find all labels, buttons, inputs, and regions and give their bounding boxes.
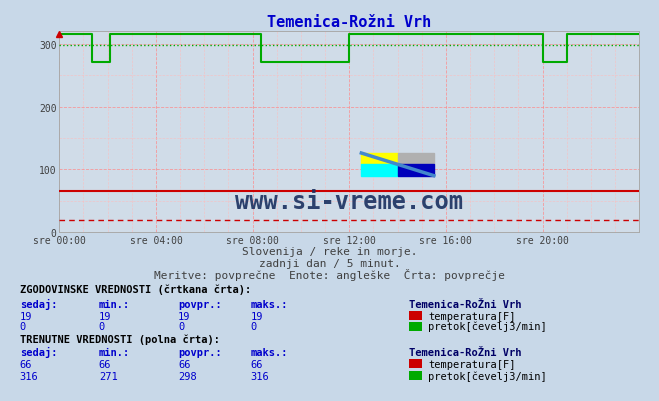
- Text: pretok[čevelj3/min]: pretok[čevelj3/min]: [428, 371, 547, 381]
- Text: min.:: min.:: [99, 347, 130, 357]
- Text: 66: 66: [250, 359, 263, 369]
- Text: 316: 316: [20, 371, 38, 381]
- Text: 271: 271: [99, 371, 117, 381]
- Text: TRENUTNE VREDNOSTI (polna črta):: TRENUTNE VREDNOSTI (polna črta):: [20, 333, 219, 344]
- Text: 0: 0: [20, 322, 26, 332]
- Text: zadnji dan / 5 minut.: zadnji dan / 5 minut.: [258, 259, 401, 269]
- Title: Temenica-Rožni Vrh: Temenica-Rožni Vrh: [267, 14, 432, 30]
- Text: www.si-vreme.com: www.si-vreme.com: [235, 189, 463, 213]
- Text: Meritve: povprečne  Enote: angleške  Črta: povprečje: Meritve: povprečne Enote: angleške Črta:…: [154, 269, 505, 281]
- Text: Temenica-RoŽni Vrh: Temenica-RoŽni Vrh: [409, 347, 521, 357]
- Text: 0: 0: [250, 322, 256, 332]
- Bar: [397, 154, 434, 165]
- Text: temperatura[F]: temperatura[F]: [428, 359, 516, 369]
- Text: 66: 66: [178, 359, 190, 369]
- Text: Temenica-RoŽni Vrh: Temenica-RoŽni Vrh: [409, 299, 521, 309]
- Text: 19: 19: [99, 311, 111, 321]
- Text: 0: 0: [178, 322, 184, 332]
- Text: 316: 316: [250, 371, 269, 381]
- Text: 0: 0: [99, 322, 105, 332]
- Text: sedaj:: sedaj:: [20, 346, 57, 357]
- Text: temperatura[F]: temperatura[F]: [428, 311, 516, 321]
- Text: 19: 19: [250, 311, 263, 321]
- Text: min.:: min.:: [99, 299, 130, 309]
- Text: 298: 298: [178, 371, 196, 381]
- Bar: [361, 165, 397, 176]
- Text: pretok[čevelj3/min]: pretok[čevelj3/min]: [428, 321, 547, 332]
- Text: 19: 19: [20, 311, 32, 321]
- Text: 19: 19: [178, 311, 190, 321]
- Bar: [397, 165, 434, 176]
- Text: 66: 66: [99, 359, 111, 369]
- Text: maks.:: maks.:: [250, 299, 288, 309]
- Text: sedaj:: sedaj:: [20, 298, 57, 309]
- Text: Slovenija / reke in morje.: Slovenija / reke in morje.: [242, 247, 417, 257]
- Text: 66: 66: [20, 359, 32, 369]
- Text: povpr.:: povpr.:: [178, 299, 221, 309]
- Text: ZGODOVINSKE VREDNOSTI (črtkana črta):: ZGODOVINSKE VREDNOSTI (črtkana črta):: [20, 284, 251, 295]
- Text: maks.:: maks.:: [250, 347, 288, 357]
- Bar: [361, 154, 397, 165]
- Text: povpr.:: povpr.:: [178, 347, 221, 357]
